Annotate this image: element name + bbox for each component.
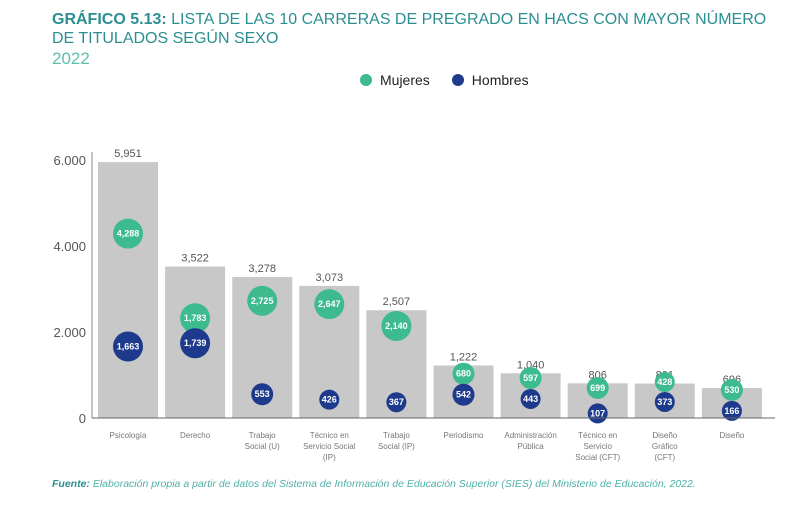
legend-label: Hombres bbox=[471, 72, 529, 88]
x-tick-label: Psicología bbox=[110, 431, 147, 440]
title-text: LISTA DE LAS 10 CARRERAS DE PREGRADO EN … bbox=[52, 11, 767, 47]
mujeres-dot-icon bbox=[360, 74, 372, 86]
hombres-value-label: 1,663 bbox=[117, 341, 140, 351]
mujeres-value-label: 4,288 bbox=[117, 229, 140, 239]
chart-title: GRÁFICO 5.13: LISTA DE LAS 10 CARRERAS D… bbox=[52, 10, 792, 48]
mujeres-point bbox=[247, 285, 278, 316]
x-tick-label: Diseño bbox=[719, 431, 744, 440]
hombres-value-label: 166 bbox=[724, 406, 739, 416]
y-tick-label: 0 bbox=[79, 411, 86, 426]
x-tick-label: Trabajo bbox=[383, 431, 410, 440]
hombres-value-label: 553 bbox=[255, 389, 270, 399]
mujeres-point bbox=[519, 366, 542, 389]
mujeres-point bbox=[314, 289, 345, 320]
x-tick-label: Técnico en bbox=[578, 431, 617, 440]
hombres-dot-icon bbox=[451, 74, 464, 86]
mujeres-value-label: 597 bbox=[523, 373, 538, 383]
x-tick-label: (CFT) bbox=[654, 453, 675, 462]
source-note: Fuente: Elaboración propia a partir de d… bbox=[52, 478, 792, 490]
legend-hombres: Hombres bbox=[451, 71, 529, 89]
source-label: Fuente: bbox=[52, 478, 90, 490]
source-text: Elaboración propia a partir de datos del… bbox=[92, 478, 696, 490]
total-label: 5,951 bbox=[114, 148, 142, 160]
hombres-point bbox=[251, 383, 274, 406]
hombres-point bbox=[180, 328, 211, 359]
x-tick-label: Servicio bbox=[583, 442, 612, 451]
hombres-value-label: 373 bbox=[657, 397, 672, 407]
x-tick-label: Técnico en bbox=[310, 431, 349, 440]
title-prefix: GRÁFICO 5.13: bbox=[52, 11, 167, 28]
mujeres-value-label: 2,140 bbox=[385, 321, 408, 331]
x-tick-label: Social (U) bbox=[245, 442, 280, 451]
mujeres-value-label: 2,647 bbox=[318, 299, 341, 309]
mujeres-point bbox=[180, 303, 211, 334]
hombres-value-label: 107 bbox=[590, 408, 605, 418]
total-label: 1,222 bbox=[450, 351, 478, 363]
mujeres-value-label: 1,783 bbox=[184, 313, 207, 323]
mujeres-value-label: 699 bbox=[590, 383, 605, 393]
x-tick-label: (IP) bbox=[323, 453, 336, 462]
y-tick-label: 2.000 bbox=[53, 325, 86, 340]
total-label: 3,073 bbox=[316, 272, 344, 284]
mujeres-point bbox=[452, 362, 475, 385]
hombres-point bbox=[721, 400, 742, 421]
mujeres-point bbox=[586, 376, 609, 399]
hombres-value-label: 426 bbox=[322, 395, 337, 405]
x-tick-label: Social (CFT) bbox=[575, 453, 620, 462]
x-tick-label: Trabajo bbox=[249, 431, 276, 440]
total-label: 1,040 bbox=[517, 359, 545, 371]
x-tick-label: Social (IP) bbox=[378, 442, 415, 451]
x-tick-label: Servicio Social bbox=[303, 442, 356, 451]
x-tick-label: Pública bbox=[517, 442, 544, 451]
hombres-point bbox=[654, 391, 675, 412]
legend-mujeres: Mujeres bbox=[360, 71, 430, 89]
y-tick-label: 6.000 bbox=[53, 153, 86, 168]
hombres-point bbox=[520, 388, 541, 409]
total-label: 2,507 bbox=[383, 296, 411, 308]
mujeres-value-label: 530 bbox=[724, 385, 739, 395]
mujeres-value-label: 680 bbox=[456, 369, 471, 379]
bar-total bbox=[98, 162, 158, 418]
x-tick-label: Periodismo bbox=[443, 431, 484, 440]
hombres-value-label: 443 bbox=[523, 394, 538, 404]
hombres-value-label: 367 bbox=[389, 397, 404, 407]
total-label: 3,522 bbox=[181, 253, 209, 265]
mujeres-point bbox=[113, 218, 143, 249]
mujeres-point bbox=[720, 378, 743, 401]
x-tick-label: Gráfico bbox=[652, 442, 678, 451]
legend-label: Mujeres bbox=[380, 72, 430, 88]
total-label: 3,278 bbox=[248, 263, 276, 275]
hombres-point bbox=[452, 383, 475, 406]
mujeres-value-label: 2,725 bbox=[251, 296, 274, 306]
hombres-value-label: 542 bbox=[456, 390, 471, 400]
chart-year: 2022 bbox=[52, 49, 90, 68]
hombres-value-label: 1,739 bbox=[184, 338, 207, 348]
x-tick-label: Derecho bbox=[180, 431, 211, 440]
hombres-point bbox=[113, 331, 143, 362]
chart-header: GRÁFICO 5.13: LISTA DE LAS 10 CARRERAS D… bbox=[52, 10, 792, 89]
x-tick-label: Administración bbox=[504, 431, 556, 440]
y-tick-label: 4.000 bbox=[53, 239, 86, 254]
mujeres-point bbox=[381, 310, 412, 341]
hombres-point bbox=[319, 389, 340, 410]
legend: Mujeres Hombres bbox=[360, 71, 792, 89]
mujeres-point bbox=[654, 371, 675, 392]
mujeres-value-label: 428 bbox=[657, 377, 672, 387]
x-tick-label: Diseño bbox=[652, 431, 677, 440]
hombres-point bbox=[386, 392, 407, 413]
